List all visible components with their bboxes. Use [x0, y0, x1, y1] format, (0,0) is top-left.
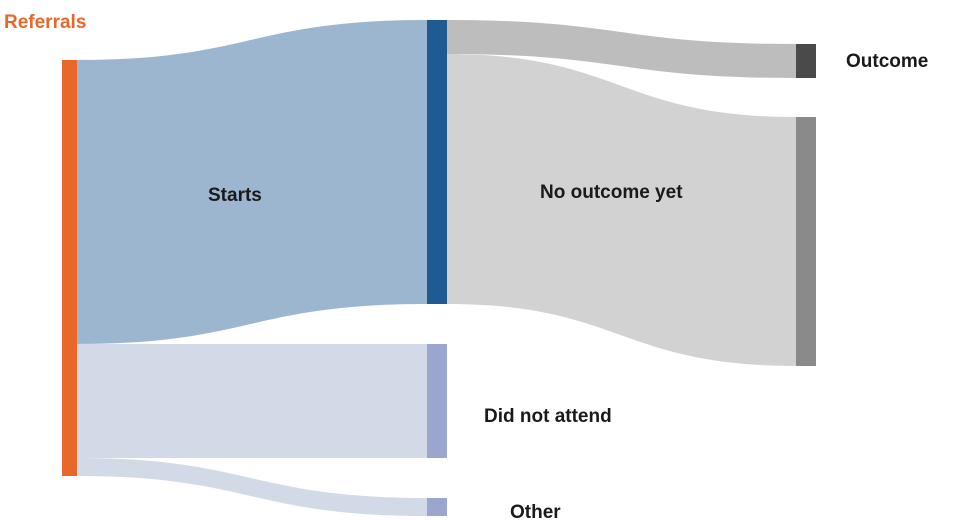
node-outcome [796, 44, 816, 78]
label-referrals: Referrals [4, 12, 86, 33]
link-starts-to-no-outcome-yet [447, 54, 796, 366]
node-starts [427, 20, 447, 304]
label-no-outcome-yet: No outcome yet [540, 182, 683, 203]
link-referrals-to-did-not-attend [77, 344, 427, 458]
label-did-not-attend: Did not attend [484, 406, 612, 427]
link-referrals-to-starts [77, 20, 427, 344]
node-referrals [62, 60, 77, 476]
node-other [427, 498, 447, 516]
link-starts-to-outcome [447, 20, 796, 78]
node-did-not-attend [427, 344, 447, 458]
label-other: Other [510, 502, 561, 520]
label-outcome: Outcome [846, 51, 928, 72]
node-no-outcome-yet [796, 117, 816, 366]
link-referrals-to-other [77, 458, 427, 516]
label-starts: Starts [208, 185, 262, 206]
